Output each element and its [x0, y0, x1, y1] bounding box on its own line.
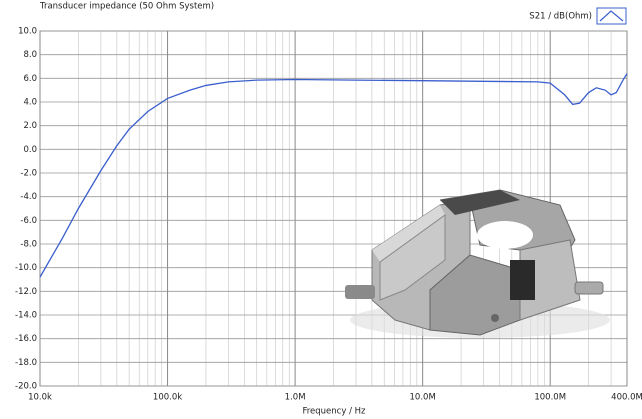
x-tick-label: 100.0M — [534, 393, 566, 403]
y-tick-label: -8.0 — [20, 240, 37, 250]
x-axis-title: Frequency / Hz — [302, 407, 366, 417]
y-tick-label: -14.0 — [15, 311, 37, 321]
y-tick-label: -2.0 — [20, 169, 37, 179]
y-tick-label: 4.0 — [23, 98, 37, 108]
legend: S21 / dB(Ohm) — [529, 8, 626, 24]
y-tick-label: -18.0 — [15, 358, 37, 368]
y-tick-label: 0.0 — [23, 145, 37, 155]
x-tick-label: 400.0M — [611, 393, 642, 403]
x-tick-label: 10.0k — [28, 393, 52, 403]
x-tick-label: 100.0k — [153, 393, 182, 403]
y-tick-label: -20.0 — [15, 382, 37, 392]
y-tick-label: -4.0 — [20, 192, 37, 202]
y-tick-label: -12.0 — [15, 287, 37, 297]
y-tick-label: -16.0 — [15, 334, 37, 344]
y-tick-label: -10.0 — [15, 263, 37, 273]
legend-box — [597, 8, 626, 24]
y-tick-label: 6.0 — [23, 74, 37, 84]
y-tick-label: -6.0 — [20, 216, 37, 226]
page: Transducer impedance (50 Ohm System) Fre… — [0, 0, 642, 419]
x-tick-label: 10.0M — [410, 393, 436, 403]
chart-title: Transducer impedance (50 Ohm System) — [39, 2, 214, 12]
y-tick-label: 8.0 — [23, 50, 37, 60]
y-tick-label: 2.0 — [23, 121, 37, 131]
legend-label: S21 / dB(Ohm) — [529, 12, 592, 22]
x-tick-label: 1.0M — [285, 393, 306, 403]
chart: Transducer impedance (50 Ohm System) Fre… — [0, 0, 642, 419]
y-tick-label: 10.0 — [18, 27, 37, 37]
